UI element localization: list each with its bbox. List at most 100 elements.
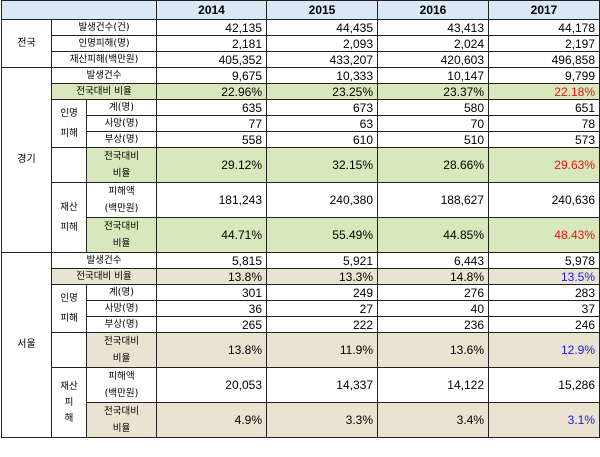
row-label-line: 피해액 (108, 186, 135, 197)
cell-value: 2,093 (266, 35, 378, 52)
row-label: 사망(명) (86, 115, 157, 132)
row-label: 전국대비 비율 (51, 268, 157, 285)
cell-value: 240,380 (266, 182, 378, 218)
cell-value: 188,627 (377, 182, 489, 218)
cell-value: 23.25% (266, 83, 378, 100)
row-label: 전국대비 비율 (86, 332, 157, 368)
national-row: 재산피해(백만원) 405,352 433,207 420,603 496,85… (2, 51, 600, 68)
row-label: 전국대비 비율 (86, 147, 157, 183)
row-label: 피해액 (백만원) (86, 182, 157, 218)
cell-value: 37 (488, 300, 600, 317)
cell-value: 2,197 (488, 35, 600, 52)
cell-value: 78 (488, 115, 600, 132)
seoul-occurrence-row: 서울 발생건수 5,815 5,921 6,443 5,978 (1, 252, 600, 438)
cell-value: 580 (377, 99, 489, 116)
highlight-value: 12.9% (488, 332, 600, 368)
seoul-casualty-row: 부상(명) 265 222 236 246 (2, 316, 600, 333)
gyeonggi-property-row: 재산 피해 피해액 (백만원) 181,243 240,380 188,627 … (2, 182, 600, 253)
header-year: 2017 (488, 0, 600, 20)
row-label-line: 비율 (112, 423, 131, 434)
cell-value: 23.37% (377, 83, 489, 100)
cell-value: 3.4% (377, 402, 489, 438)
cell-value: 13.8% (156, 268, 267, 285)
highlight-value: 22.18% (488, 83, 600, 100)
cell-value: 15,286 (488, 367, 600, 403)
cell-value: 240,636 (488, 182, 600, 218)
row-label: 피해액 (백만원) (86, 367, 157, 403)
cell-value: 635 (156, 99, 267, 116)
cell-value: 70 (377, 115, 489, 132)
cell-value: 4.9% (156, 402, 267, 438)
cell-value: 36 (156, 300, 267, 317)
row-label-line: 비율 (112, 168, 131, 179)
fire-statistics-table: 2014 2015 2016 2017 전국 발생건수(건) 42,135 44… (1, 0, 600, 438)
cell-value: 27 (266, 300, 378, 317)
seoul-casualty-row: 사망(명) 36 27 40 37 (2, 300, 600, 317)
seoul-casualty-row: 인명 피해 계(명) 301 249 276 283 (2, 284, 600, 333)
cell-value: 2,181 (156, 35, 267, 52)
row-label: 발생건수 (51, 67, 157, 84)
cell-value: 10,147 (377, 67, 489, 84)
row-label-line: 전국대비 (104, 221, 139, 232)
row-label-line: 전국대비 (104, 406, 139, 417)
category-label: 해 (64, 412, 74, 424)
cell-value: 22.96% (156, 83, 267, 100)
cell-value: 13.8% (156, 332, 267, 368)
region-label: 서울 (1, 252, 52, 438)
cell-value: 610 (266, 131, 378, 148)
row-label: 발생건수 (51, 252, 157, 269)
cell-value: 510 (377, 131, 489, 148)
cell-value: 43,413 (377, 19, 489, 36)
category-label: 재산 (60, 380, 78, 392)
cell-value: 44,435 (266, 19, 378, 36)
highlight-value: 13.5% (488, 268, 600, 285)
cell-value: 236 (377, 316, 489, 333)
cell-value: 14,122 (377, 367, 489, 403)
highlight-value: 29.63% (488, 147, 600, 183)
cell-value: 496,858 (488, 51, 600, 68)
cell-value: 40 (377, 300, 489, 317)
cell-value: 222 (266, 316, 378, 333)
category-label: 피해 (60, 127, 78, 139)
cell-value: 5,921 (266, 252, 378, 269)
header-year: 2016 (377, 0, 489, 20)
gyeonggi-casualty-row: 사망(명) 77 63 70 78 (2, 115, 600, 132)
category-label: 피해 (60, 312, 78, 324)
seoul-property-row: 재산 피 해 피해액 (백만원) 20,053 14,337 14,122 15… (2, 367, 600, 438)
row-label-line: 비율 (112, 238, 131, 249)
cell-value: 181,243 (156, 182, 267, 218)
cell-value: 246 (488, 316, 600, 333)
cell-value: 32.15% (266, 147, 378, 183)
category-label: 재산 (60, 201, 78, 213)
cell-value: 405,352 (156, 51, 267, 68)
gyeonggi-casualty-row: 인명 피해 계(명) 635 673 580 651 (2, 99, 600, 148)
cell-value: 63 (266, 115, 378, 132)
cell-value: 283 (488, 284, 600, 301)
cell-value: 9,675 (156, 67, 267, 84)
gyeonggi-occurrence-row: 경기 발생건수 9,675 10,333 10,147 9,799 (1, 67, 600, 253)
cell-value: 276 (377, 284, 489, 301)
cell-value: 13.3% (266, 268, 378, 285)
header-year: 2015 (266, 0, 378, 20)
seoul-ratio-row: 전국대비 비율 13.8% 13.3% 14.8% 13.5% (2, 268, 600, 285)
property-category: 재산 피 해 (51, 367, 87, 438)
row-label: 전국대비 비율 (51, 83, 157, 100)
row-label: 인명피해(명) (51, 35, 157, 52)
cell-value: 573 (488, 131, 600, 148)
cell-value: 77 (156, 115, 267, 132)
cell-value: 5,815 (156, 252, 267, 269)
row-label-line: 비율 (112, 353, 131, 364)
cell-value: 3.3% (266, 402, 378, 438)
cell-value: 5,978 (488, 252, 600, 269)
cell-value: 14.8% (377, 268, 489, 285)
cell-value: 651 (488, 99, 600, 116)
cell-value: 44.71% (156, 217, 267, 253)
cell-value: 42,135 (156, 19, 267, 36)
cell-value: 420,603 (377, 51, 489, 68)
gyeonggi-ratio-row: 전국대비 비율 22.96% 23.25% 23.37% 22.18% (2, 83, 600, 100)
gyeonggi-casualty-row: 부상(명) 558 610 510 573 (2, 131, 600, 148)
cell-value: 55.49% (266, 217, 378, 253)
row-label: 전국대비 비율 (86, 402, 157, 438)
highlight-value: 48.43% (488, 217, 600, 253)
cell-value: 6,443 (377, 252, 489, 269)
